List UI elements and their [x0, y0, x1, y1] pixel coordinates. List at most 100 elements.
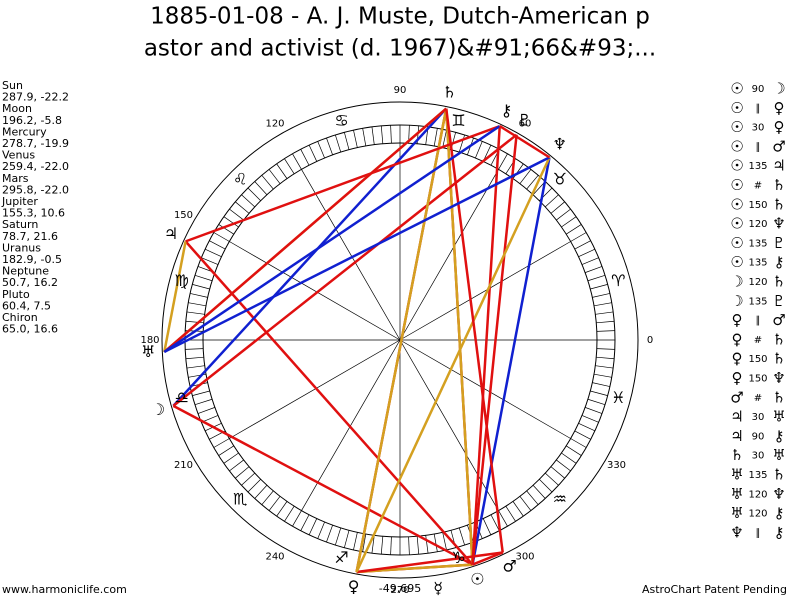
planet-name: Venus: [2, 149, 35, 162]
aspect-planet: ♂: [772, 137, 785, 155]
planet-position: 259.4, -22.0: [2, 160, 69, 173]
aspect-planet: ♀: [732, 311, 743, 329]
tick: [254, 181, 268, 195]
tick: [268, 496, 281, 511]
aspect-planet: ☉: [730, 137, 743, 155]
planet-glyph: ♃: [164, 224, 178, 243]
tick: [380, 536, 384, 555]
aspect-line: [355, 108, 448, 573]
planet-glyph: ☽: [151, 400, 165, 419]
footer-right: AstroChart Patent Pending: [642, 583, 787, 596]
aspect-planet: ♆: [730, 523, 743, 541]
aspect-planet: ☉: [730, 99, 743, 117]
planet-name: Chiron: [2, 311, 38, 324]
tick: [593, 373, 612, 378]
tick: [201, 257, 219, 265]
aspect-type: #: [754, 393, 762, 404]
planet-name: Moon: [2, 102, 32, 115]
aspect-planet: ♆: [772, 215, 785, 233]
tick: [595, 365, 614, 369]
tick: [539, 479, 553, 493]
tick: [442, 130, 447, 148]
planet-glyph: ♆: [552, 134, 566, 153]
tick: [380, 125, 384, 144]
tick: [192, 390, 210, 396]
tick: [344, 132, 350, 150]
degree-label: 150: [174, 210, 193, 221]
aspect-line: [356, 551, 503, 574]
tick: [276, 501, 288, 517]
tick: [371, 126, 375, 145]
tick: [317, 521, 325, 539]
tick: [458, 527, 465, 546]
tick: [371, 535, 375, 554]
tick: [556, 459, 571, 472]
tick: [526, 175, 539, 190]
aspect-planet: ☽: [730, 292, 743, 310]
aspect-line: [471, 126, 501, 565]
aspect-type: #: [754, 181, 762, 192]
sign-glyph: ♒: [553, 489, 567, 508]
tick: [213, 438, 230, 448]
degree-label: 60: [519, 118, 532, 129]
tick: [565, 224, 582, 235]
aspect-line: [172, 404, 474, 566]
aspect-line: [172, 107, 448, 407]
tick: [550, 466, 565, 479]
tick: [268, 169, 281, 184]
tick: [595, 311, 614, 315]
aspect-planet: ♀: [774, 118, 785, 136]
tick: [218, 224, 235, 235]
sign-glyph: ♈: [611, 271, 625, 290]
tick: [587, 275, 606, 282]
degree-label: 180: [140, 335, 159, 346]
house-lines: [203, 143, 597, 537]
sign-glyph: ♓: [611, 388, 625, 407]
tick: [416, 536, 420, 555]
tick: [197, 407, 216, 414]
tick: [185, 348, 204, 350]
tick: [218, 445, 235, 456]
tick: [292, 510, 302, 527]
aspect-planet: ♀: [732, 350, 743, 368]
aspect-planet: ♇: [772, 234, 785, 252]
tick: [276, 163, 288, 179]
tick: [512, 501, 524, 517]
tick: [550, 201, 565, 214]
aspect-lines: [163, 107, 551, 574]
sign-glyph: ♏: [233, 489, 247, 508]
tick: [596, 356, 615, 360]
aspect-planet: ⚷: [774, 523, 785, 541]
center-value: -49,695: [379, 582, 421, 595]
tick: [229, 208, 244, 221]
aspect-planet: ☉: [730, 118, 743, 136]
sign-glyph: ♊: [451, 111, 465, 130]
planet-glyph: ♀: [348, 577, 360, 596]
aspect-line: [356, 563, 473, 574]
tick: [335, 134, 342, 153]
tick: [592, 293, 610, 298]
aspect-planet: ♃: [730, 408, 743, 426]
aspect-line: [163, 107, 448, 353]
house-line: [399, 241, 571, 341]
aspect-planet: ♄: [730, 446, 743, 464]
house-line: [229, 339, 401, 439]
aspect-line: [163, 241, 187, 353]
aspect-type: 120: [748, 277, 767, 288]
aspect-line: [499, 125, 551, 159]
degree-label: 210: [174, 460, 193, 471]
aspect-planet: ♄: [772, 195, 785, 213]
aspect-type: 150: [748, 374, 767, 385]
aspect-line: [445, 108, 504, 553]
aspect-planet: ♄: [772, 273, 785, 291]
aspect-line: [444, 108, 474, 565]
aspect-type: 30: [752, 123, 765, 134]
aspect-line: [355, 156, 551, 573]
tick: [353, 130, 358, 148]
aspect-planet: ⚷: [774, 253, 785, 271]
planet-glyph: ⚷: [501, 101, 513, 120]
tick: [498, 153, 508, 170]
tick: [578, 422, 596, 432]
